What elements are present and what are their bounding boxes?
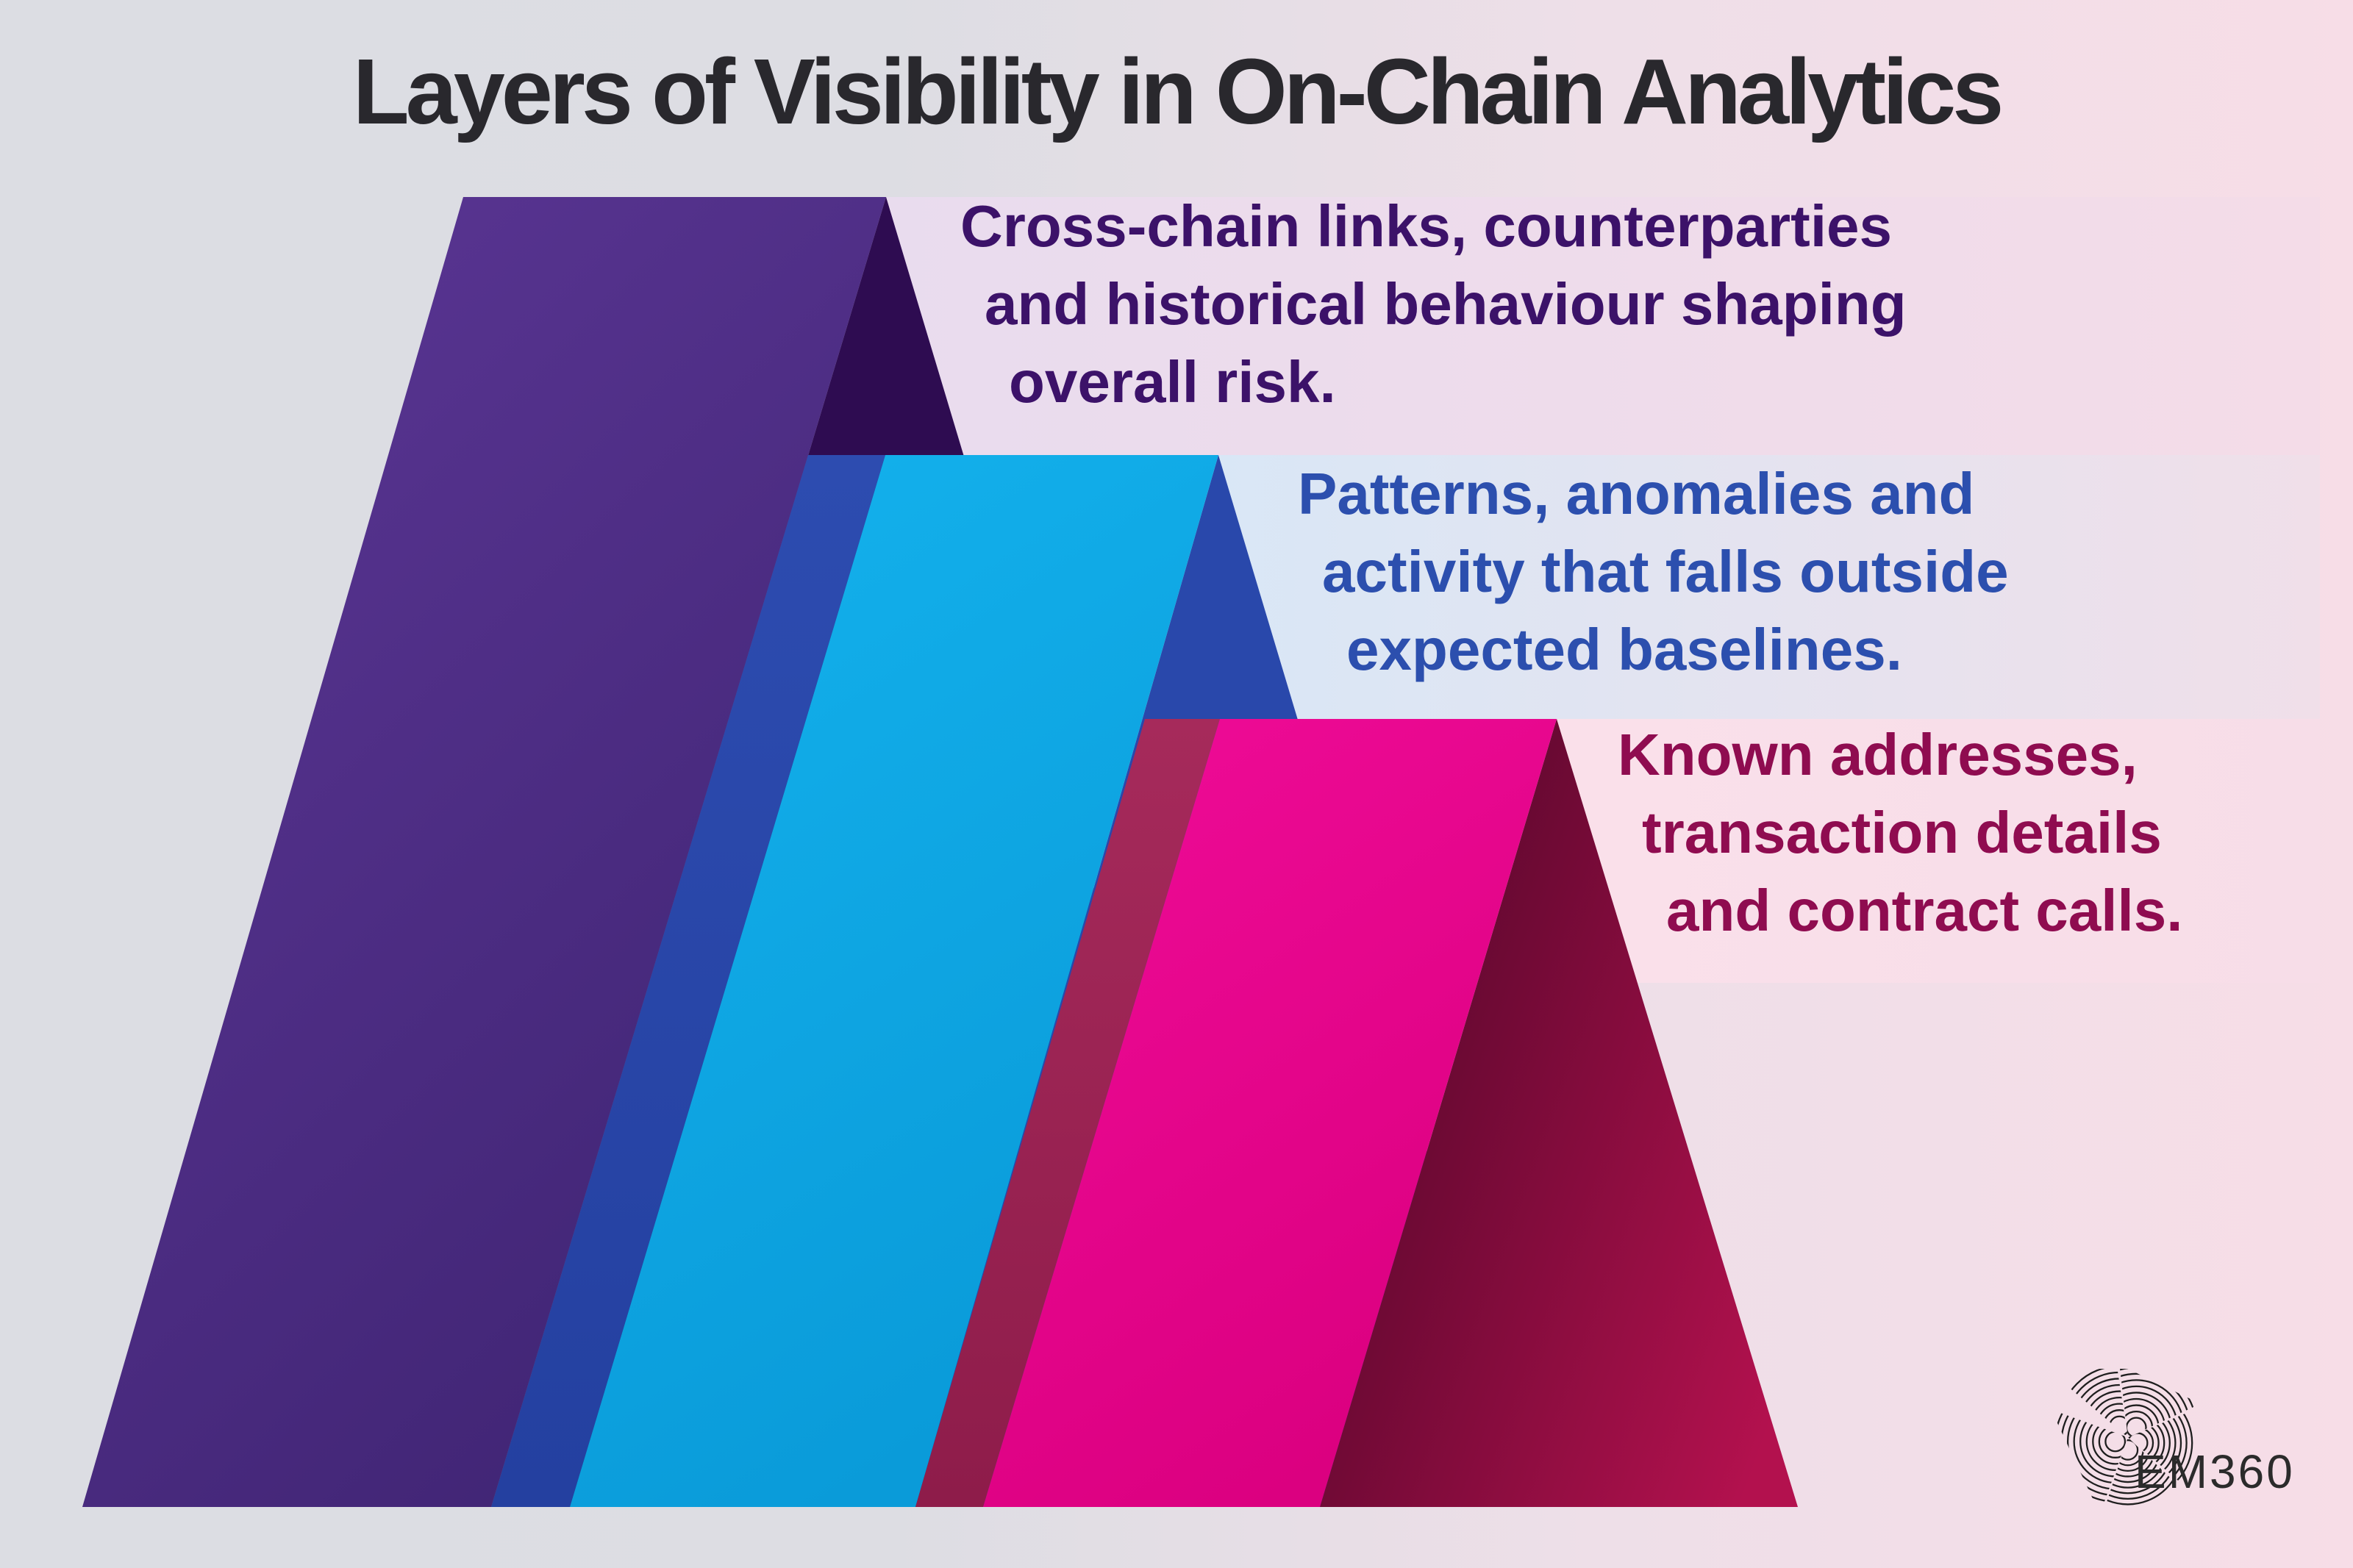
caption-line: Cross-chain links, counterparties [960, 193, 1893, 259]
guilloche-spiral-icon [2055, 1369, 2195, 1506]
caption-line: and historical behaviour shaping [985, 271, 1907, 337]
page-title: Layers of Visibility in On-Chain Analyti… [352, 40, 2004, 143]
cyan-mountain-face [570, 455, 1218, 1507]
strip-deep-layer [886, 197, 2320, 455]
caption-line: and contract calls. [1666, 878, 2183, 943]
strip-middle-layer [1218, 455, 2320, 719]
purple-mountain-face [82, 197, 886, 1507]
middle-layer-caption: Patterns, anomalies and activity that fa… [1298, 455, 2009, 689]
caption-line: Patterns, anomalies and [1298, 461, 1975, 526]
caption-line: Known addresses, [1618, 722, 2138, 787]
deep-layer-caption: Cross-chain links, counterparties and hi… [960, 187, 1907, 421]
em360-logo: EM360 [2055, 1369, 2353, 1516]
caption-line: expected baselines. [1346, 617, 1902, 682]
magenta-mountain-face [983, 719, 1557, 1507]
surface-layer-caption: Known addresses, transaction details and… [1618, 716, 2182, 950]
caption-line: transaction details [1642, 800, 2162, 865]
em360-wordmark: EM360 [2135, 1445, 2295, 1498]
pink-mountain-back-face [1320, 719, 1798, 1507]
caption-line: overall risk. [1009, 349, 1336, 415]
pink-mountain-side-band [915, 719, 1220, 1507]
caption-line: activity that falls outside [1322, 539, 2009, 604]
blue-mountain-side-band [491, 455, 885, 1507]
strip-surface-layer [1557, 719, 2320, 983]
